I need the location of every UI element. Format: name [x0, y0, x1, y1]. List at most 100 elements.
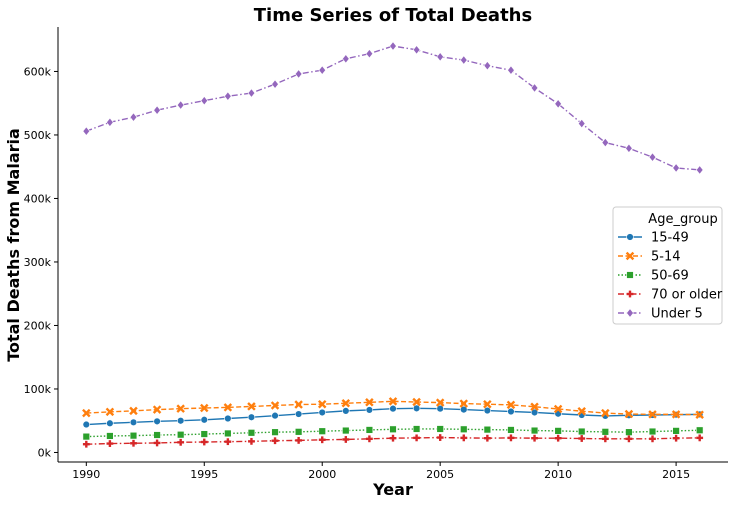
marker-stroke: [341, 399, 351, 408]
data-point: [388, 397, 398, 406]
data-point: [247, 429, 256, 437]
marker-stroke: [200, 403, 209, 413]
x-axis-title: Year: [372, 480, 413, 499]
data-point: [412, 425, 421, 433]
data-point: [106, 419, 114, 427]
data-point: [82, 126, 91, 136]
data-point: [271, 428, 279, 436]
marker-stroke: [506, 400, 516, 410]
marker-stroke: [624, 409, 634, 419]
data-point: [342, 407, 350, 415]
data-point: [247, 88, 256, 98]
data-point: [483, 399, 492, 409]
legend-label: 15-49: [651, 231, 689, 246]
data-point: [389, 41, 397, 51]
legend-box: [612, 206, 723, 325]
data-point: [530, 408, 539, 417]
data-point: [153, 431, 161, 439]
marker-stroke: [223, 403, 233, 412]
y-tick-label: 200k: [24, 319, 52, 332]
data-point: [270, 401, 280, 410]
data-point: [247, 402, 256, 411]
data-point: [530, 83, 539, 93]
legend-item-50-69: 50-69: [618, 269, 689, 284]
legend-label: 5-14: [651, 250, 681, 265]
data-point: [578, 435, 586, 442]
data-point: [177, 438, 185, 446]
data-point: [365, 398, 374, 407]
series-5-14: [82, 397, 704, 419]
marker-stroke: [317, 399, 327, 409]
marker-stroke: [530, 402, 539, 412]
data-point: [152, 405, 162, 414]
y-tick-label: 100k: [24, 383, 52, 396]
data-point: [129, 418, 138, 427]
data-point: [176, 100, 185, 110]
data-point: [318, 65, 327, 75]
marker-stroke: [671, 410, 681, 419]
marker-stroke: [412, 397, 421, 407]
data-point: [672, 163, 680, 173]
y-tick-label: 600k: [24, 65, 52, 78]
marker-stroke: [625, 251, 635, 261]
data-point: [436, 434, 444, 441]
data-point: [200, 430, 208, 438]
data-point: [460, 405, 468, 414]
data-point: [271, 79, 279, 89]
marker-stroke: [365, 398, 374, 407]
data-point: [601, 137, 610, 148]
data-point: [507, 426, 515, 434]
data-point: [318, 408, 326, 417]
legend-marker: [626, 233, 634, 241]
data-point: [648, 410, 657, 419]
data-point: [389, 404, 397, 413]
data-point: [672, 427, 680, 435]
data-point: [318, 436, 326, 444]
series-line-50-69: [86, 428, 700, 438]
series-layer: [82, 41, 704, 448]
marker-stroke: [695, 410, 704, 419]
marker-stroke: [648, 410, 657, 419]
data-point: [601, 408, 610, 418]
data-point: [130, 439, 137, 447]
y-tick-label: 0k: [38, 446, 52, 459]
data-point: [459, 399, 469, 408]
data-point: [342, 54, 350, 64]
data-point: [601, 428, 610, 436]
data-point: [554, 434, 562, 442]
y-tick-label: 400k: [24, 192, 52, 205]
data-point: [224, 438, 232, 446]
data-point: [696, 434, 704, 442]
data-point: [365, 426, 374, 434]
marker-stroke: [459, 399, 469, 408]
data-point: [82, 408, 91, 418]
marker-stroke: [294, 400, 303, 409]
x-tick-label: 2015: [662, 468, 690, 481]
data-point: [365, 406, 374, 414]
data-point: [507, 434, 515, 442]
marker-stroke: [435, 398, 445, 407]
data-point: [366, 435, 373, 443]
data-point: [341, 399, 351, 408]
series-under-5: [82, 41, 704, 175]
data-point: [435, 398, 445, 407]
x-tick-label: 2010: [544, 468, 572, 481]
data-point: [530, 402, 539, 412]
data-point: [695, 426, 704, 434]
series-line-70-or-older: [86, 436, 700, 445]
data-point: [200, 416, 208, 424]
data-point: [176, 430, 185, 439]
data-point: [82, 432, 91, 441]
data-point: [672, 434, 680, 442]
marker-stroke: [577, 406, 586, 416]
legend-marker: [626, 290, 634, 298]
x-tick-label: 2000: [308, 468, 336, 481]
y-tick-label: 500k: [24, 129, 52, 142]
marker-stroke: [247, 402, 256, 411]
data-point: [317, 399, 327, 409]
data-point: [153, 439, 161, 447]
data-point: [483, 425, 492, 434]
data-point: [695, 165, 704, 175]
data-point: [648, 152, 657, 162]
